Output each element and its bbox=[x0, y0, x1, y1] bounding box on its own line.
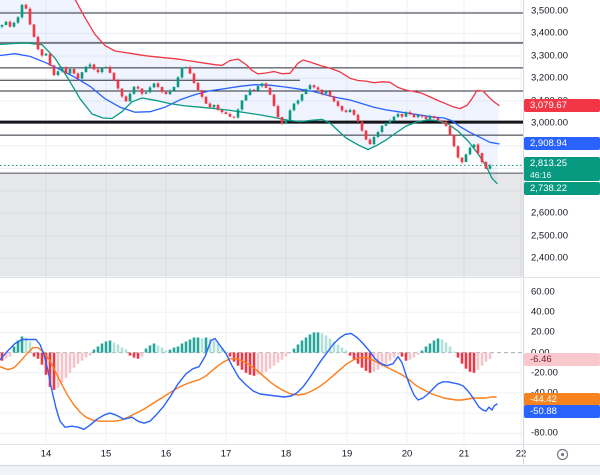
time-tick-label: 20 bbox=[401, 448, 413, 460]
macd-line-label: -50.88 bbox=[524, 404, 600, 418]
time-tick-label: 22 bbox=[515, 448, 527, 460]
time-tick-label: 14 bbox=[40, 448, 52, 460]
axis-divider bbox=[523, 0, 524, 464]
candle-countdown: 46:16 bbox=[530, 169, 552, 180]
time-tick-label: 15 bbox=[100, 448, 112, 460]
axis-tick-label: 3,000.00 bbox=[531, 117, 568, 129]
time-tick-label: 16 bbox=[160, 448, 172, 460]
timezone-settings-icon[interactable] bbox=[555, 447, 570, 462]
time-tick-label: 19 bbox=[341, 448, 353, 460]
last-price-label: 2,813.25 46:16 bbox=[524, 156, 600, 181]
axis-tick-label: -20.00 bbox=[531, 367, 558, 379]
time-tick-label: 18 bbox=[280, 448, 292, 460]
pane-separator[interactable] bbox=[0, 277, 600, 278]
axis-tick-label: 2,600.00 bbox=[531, 207, 568, 219]
axis-tick-label: 0.00 bbox=[531, 347, 550, 358]
time-tick-label: 21 bbox=[458, 448, 470, 460]
horizontal-levels bbox=[0, 12, 523, 136]
bottom-toolbar-strip bbox=[0, 465, 600, 475]
axis-tick-label: 20.00 bbox=[531, 326, 555, 338]
candles bbox=[0, 3, 492, 170]
bb-upper-price-label: 3,079.67 bbox=[524, 98, 600, 112]
axis-tick-label: 3,300.00 bbox=[531, 50, 568, 62]
axis-tick-label: -80.00 bbox=[531, 427, 558, 439]
axis-tick-label: 40.00 bbox=[531, 306, 555, 318]
price-pane bbox=[0, 0, 523, 277]
macd-signal-label: -44.42 bbox=[524, 392, 600, 406]
axis-tick-label: 3,500.00 bbox=[531, 5, 568, 17]
bb-lower-price-label: 2,738.22 bbox=[524, 181, 600, 195]
axis-tick-label: 60.00 bbox=[531, 286, 555, 298]
axis-tick-label: 3,200.00 bbox=[531, 72, 568, 84]
axis-tick-label: 2,500.00 bbox=[531, 230, 568, 242]
time-axis-separator bbox=[0, 444, 600, 445]
axis-tick-label: 2,400.00 bbox=[531, 252, 568, 264]
macd-histogram-label: -6.46 bbox=[524, 353, 600, 367]
axis-tick-label: 3,400.00 bbox=[531, 27, 568, 39]
macd-histogram bbox=[0, 332, 492, 390]
bb-basis-price-label: 2,908.94 bbox=[524, 137, 600, 151]
last-price-value: 2,813.25 bbox=[530, 157, 567, 169]
macd-pane bbox=[0, 332, 523, 430]
time-tick-label: 17 bbox=[220, 448, 232, 460]
